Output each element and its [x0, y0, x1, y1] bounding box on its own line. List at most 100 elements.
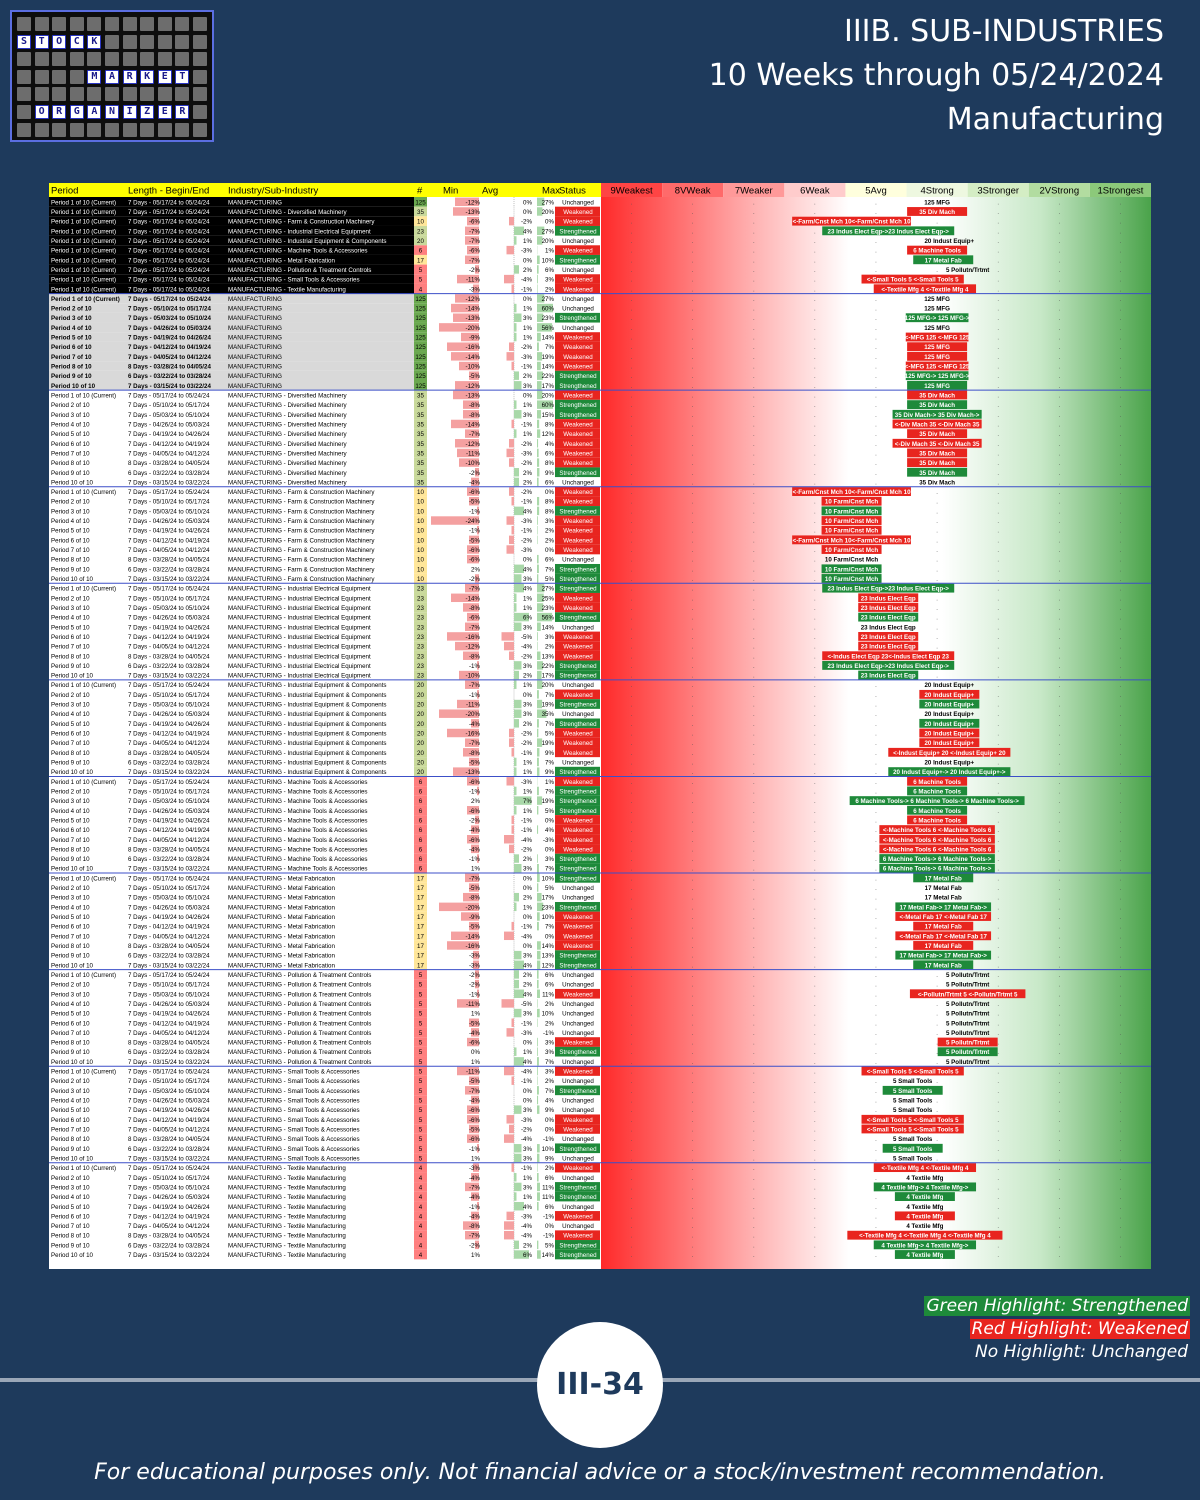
level-dot: . — [936, 1079, 938, 1085]
level-dot: . — [692, 963, 694, 969]
avg-cell: 0% — [523, 257, 532, 264]
length-cell: 7 Days - 05/17/24 to 05/24/24 — [128, 257, 210, 264]
level-dot: . — [814, 1195, 816, 1201]
period-cell: Period 7 of 10 — [51, 1030, 90, 1037]
row-background — [49, 728, 414, 738]
position-label: 20 Indust Equip+ — [924, 711, 974, 718]
level-dot: . — [1120, 307, 1122, 313]
level-dot: . — [875, 761, 877, 767]
position-label-bg — [905, 332, 969, 342]
industry-cell: MANUFACTURING - Industrial Electrical Eq… — [228, 634, 371, 641]
position-label: 10 Farm/Cnst Mch — [825, 547, 879, 554]
industry-cell: MANUFACTURING - Machine Tools & Accessor… — [228, 788, 367, 795]
level-dot: . — [1058, 876, 1060, 882]
logo-tile — [122, 17, 137, 31]
status-cell-bg — [555, 824, 600, 835]
min-cell: -4% — [469, 1030, 481, 1037]
level-dot: . — [936, 519, 938, 525]
level-dot: . — [936, 1060, 938, 1066]
level-dot: . — [753, 838, 755, 844]
level-dot: . — [1058, 1079, 1060, 1085]
level-dot: . — [814, 1012, 816, 1018]
level-dot: . — [753, 1185, 755, 1191]
status-cell: Unchanged — [562, 1020, 594, 1027]
period-cell: Period 10 of 10 — [51, 1155, 94, 1162]
disclaimer: For educational purposes only. Not finan… — [94, 1460, 1106, 1485]
logo-tile — [140, 34, 155, 49]
row-background — [49, 1143, 414, 1154]
level-dot: . — [1120, 1118, 1122, 1124]
industry-cell: MANUFACTURING — [228, 335, 282, 342]
period-cell: Period 5 of 10 — [51, 1204, 90, 1211]
count-cell-bg — [414, 380, 427, 391]
period-cell: Period 7 of 10 — [51, 1126, 90, 1133]
status-cell: Weakened — [563, 528, 593, 535]
level-dot: . — [936, 712, 938, 718]
level-dot: . — [1120, 596, 1122, 602]
level-dot: . — [997, 374, 999, 380]
level-dot: . — [814, 1060, 816, 1066]
position-label: 20 Indust Equip+-> 20 Indust Equip+-> — [893, 769, 1006, 776]
status-cell-bg — [555, 1124, 600, 1134]
count-cell-bg — [414, 496, 427, 507]
level-dot: . — [1120, 683, 1122, 689]
logo-tile — [140, 122, 155, 137]
length-cell: 6 Days - 03/22/24 to 03/28/24 — [128, 470, 210, 477]
position-label: 5 Small Tools — [893, 1078, 933, 1085]
level-dot: . — [875, 297, 877, 303]
max-cell: 60% — [542, 306, 555, 313]
count-cell: 20 — [417, 769, 424, 776]
max-cell: 0% — [545, 1126, 554, 1133]
level-dot: . — [1120, 316, 1122, 322]
length-cell: 7 Days - 04/26/24 to 05/03/24 — [128, 1098, 210, 1105]
level-dot: . — [1120, 1070, 1122, 1076]
row-background — [49, 1037, 414, 1047]
industry-cell: MANUFACTURING - Diversified Machinery — [228, 460, 348, 467]
logo-tile — [69, 69, 84, 84]
industry-cell: MANUFACTURING - Pollution & Treatment Co… — [228, 1049, 371, 1056]
count-cell: 5 — [419, 1049, 423, 1056]
level-dot: . — [631, 915, 633, 921]
row-background — [49, 1230, 414, 1241]
level-dot: . — [875, 307, 877, 313]
level-dot: . — [997, 451, 999, 457]
count-cell-bg — [414, 1114, 427, 1125]
status-cell-bg — [555, 245, 600, 255]
period-cell: Period 1 of 10 (Current) — [51, 682, 116, 689]
length-cell: 7 Days - 04/19/24 to 04/26/24 — [128, 817, 210, 824]
min-bar — [477, 989, 479, 998]
logo-tile — [69, 122, 84, 137]
level-dot: . — [1058, 1234, 1060, 1240]
min-bar — [465, 873, 479, 883]
level-dot: . — [692, 954, 694, 960]
level-dot: . — [753, 422, 755, 428]
level-dot: . — [997, 954, 999, 960]
min-bar — [471, 825, 479, 834]
logo-letter-tile: R — [175, 105, 190, 119]
level-dot: . — [997, 712, 999, 718]
level-dot: . — [814, 770, 816, 776]
min-cell: -4% — [469, 1194, 481, 1201]
level-dot: . — [631, 268, 633, 274]
status-cell: Weakened — [563, 547, 593, 554]
level-dot: . — [875, 336, 877, 342]
level-dot: . — [1058, 1108, 1060, 1114]
level-dot: . — [1058, 606, 1060, 612]
max-bar — [537, 651, 541, 660]
level-dot: . — [1058, 1214, 1060, 1220]
level-dot: . — [936, 480, 938, 486]
level-dot: . — [875, 471, 877, 477]
period-cell: Period 1 of 10 (Current) — [51, 489, 116, 496]
max-cell: 3% — [545, 856, 554, 863]
avg-bar — [501, 632, 514, 641]
status-cell-bg — [555, 341, 600, 352]
avg-bar — [514, 1057, 524, 1066]
min-cell: -6% — [469, 837, 481, 844]
count-cell-bg — [414, 786, 427, 796]
max-bar — [537, 728, 539, 738]
level-dot: . — [1058, 1205, 1060, 1211]
level-dot: . — [997, 828, 999, 834]
max-cell: 2% — [545, 537, 554, 544]
level-dot: . — [631, 741, 633, 747]
length-cell: 7 Days - 05/17/24 to 05/24/24 — [128, 489, 210, 496]
